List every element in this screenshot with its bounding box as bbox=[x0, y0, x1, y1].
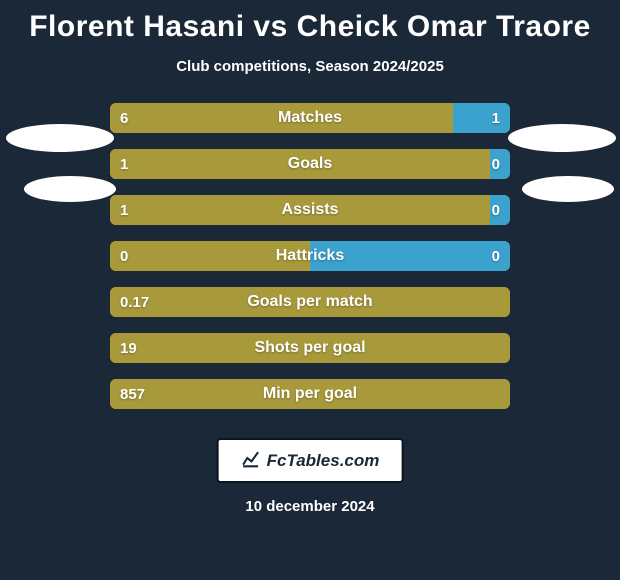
stat-row: Goals1 0 bbox=[110, 149, 510, 179]
stat-row: Goals per match0.17 bbox=[110, 287, 510, 317]
chart-icon bbox=[241, 448, 261, 473]
decorative-ellipse bbox=[508, 124, 616, 152]
stat-value-right: 1 bbox=[492, 103, 500, 133]
page-subtitle: Club competitions, Season 2024/2025 bbox=[0, 58, 620, 75]
stat-bars-container: Matches61Goals10Assists10Hattricks00Goal… bbox=[110, 103, 510, 425]
stat-value-right: 0 bbox=[492, 149, 500, 179]
date-label: 10 december 2024 bbox=[0, 498, 620, 515]
stat-value-left: 19 bbox=[120, 333, 137, 363]
stat-row: Hattricks0 0 bbox=[110, 241, 510, 271]
stat-row: Min per goal857 bbox=[110, 379, 510, 409]
stat-value-left: 0 bbox=[120, 241, 128, 271]
decorative-ellipse bbox=[522, 176, 614, 202]
stat-label: Goals bbox=[110, 149, 510, 179]
stat-value-left: 0.17 bbox=[120, 287, 149, 317]
stat-label: Goals per match bbox=[110, 287, 510, 317]
source-badge: FcTables.com bbox=[217, 438, 404, 483]
stat-label: Shots per goal bbox=[110, 333, 510, 363]
page-title: Florent Hasani vs Cheick Omar Traore bbox=[0, 0, 620, 44]
stat-label: Min per goal bbox=[110, 379, 510, 409]
badge-text: FcTables.com bbox=[267, 451, 380, 471]
stat-value-left: 6 bbox=[120, 103, 128, 133]
stat-label: Matches bbox=[110, 103, 510, 133]
stat-row: Matches6 1 bbox=[110, 103, 510, 133]
comparison-chart: Matches61Goals10Assists10Hattricks00Goal… bbox=[0, 103, 620, 423]
stat-value-right: 0 bbox=[492, 195, 500, 225]
stat-row: Shots per goal19 bbox=[110, 333, 510, 363]
stat-label: Assists bbox=[110, 195, 510, 225]
stat-value-left: 857 bbox=[120, 379, 145, 409]
decorative-ellipse bbox=[24, 176, 116, 202]
stat-value-left: 1 bbox=[120, 149, 128, 179]
stat-value-left: 1 bbox=[120, 195, 128, 225]
stat-value-right: 0 bbox=[492, 241, 500, 271]
stat-row: Assists1 0 bbox=[110, 195, 510, 225]
decorative-ellipse bbox=[6, 124, 114, 152]
stat-label: Hattricks bbox=[110, 241, 510, 271]
